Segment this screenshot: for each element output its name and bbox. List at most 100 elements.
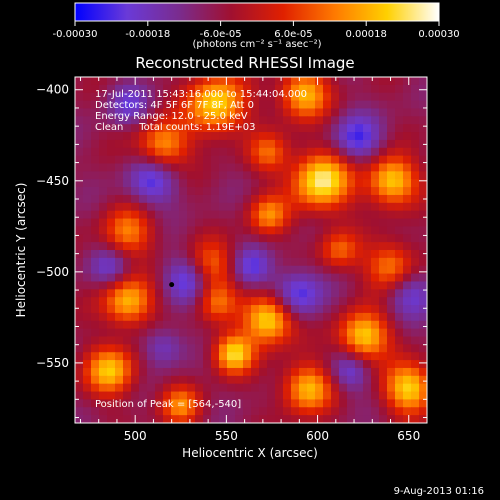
- heatmap-cell: [283, 415, 292, 423]
- heatmap-cell: [371, 273, 380, 283]
- heatmap-cell: [339, 375, 348, 385]
- heatmap-cell: [163, 320, 172, 330]
- heatmap-cell: [203, 116, 212, 125]
- heatmap-cell: [379, 132, 388, 141]
- heatmap-cell: [299, 360, 308, 369]
- heatmap-cell: [83, 352, 92, 361]
- heatmap-cell: [131, 281, 140, 290]
- heatmap-cell: [275, 171, 284, 180]
- heatmap-cell: [331, 194, 340, 204]
- heatmap-cell: [291, 218, 300, 228]
- heatmap-cell: [211, 289, 220, 298]
- heatmap-cell: [179, 265, 188, 275]
- heatmap-cell: [347, 328, 356, 338]
- heatmap-cell: [147, 281, 156, 290]
- heatmap-cell: [99, 226, 108, 235]
- heatmap-cell: [203, 399, 212, 408]
- heatmap-cell: [251, 399, 260, 408]
- colorbar-tick-label: -0.00018: [125, 29, 170, 40]
- heatmap-cell: [227, 391, 236, 401]
- heatmap-cell: [83, 375, 92, 385]
- heatmap-cell: [171, 336, 180, 345]
- heatmap-cell: [371, 391, 380, 401]
- heatmap-cell: [147, 367, 156, 377]
- heatmap-cell: [363, 202, 372, 212]
- heatmap-cell: [275, 399, 284, 408]
- heatmap-cell: [171, 147, 180, 157]
- heatmap-cell: [211, 399, 220, 408]
- heatmap-cell: [307, 305, 316, 314]
- heatmap-cell: [379, 163, 388, 172]
- heatmap-cell: [379, 108, 388, 117]
- heatmap-cell: [147, 194, 156, 204]
- heatmap-cell: [211, 92, 220, 102]
- heatmap-cell: [115, 124, 124, 133]
- heatmap-cell: [107, 257, 116, 267]
- heatmap-cell: [379, 273, 388, 283]
- heatmap-cell: [227, 281, 236, 290]
- heatmap-cell: [339, 218, 348, 228]
- heatmap-cell: [187, 155, 196, 165]
- heatmap-cell: [299, 265, 308, 275]
- heatmap-cell: [355, 187, 364, 196]
- heatmap-cell: [131, 360, 140, 369]
- heatmap-cell: [387, 163, 396, 172]
- heatmap-cell: [107, 92, 116, 102]
- heatmap-cell: [91, 320, 100, 330]
- heatmap-cell: [211, 250, 220, 259]
- heatmap-cell: [83, 336, 92, 345]
- heatmap-cell: [115, 257, 124, 267]
- heatmap-cell: [171, 265, 180, 275]
- heatmap-cell: [347, 281, 356, 290]
- heatmap-cell: [123, 367, 132, 377]
- heatmap-cell: [243, 336, 252, 345]
- heatmap-cell: [355, 360, 364, 369]
- heatmap-cell: [323, 155, 332, 165]
- heatmap-cell: [187, 124, 196, 133]
- heatmap-cell: [411, 139, 420, 149]
- heatmap-cell: [195, 257, 204, 267]
- heatmap-cell: [259, 383, 268, 393]
- heatmap-cell: [323, 139, 332, 149]
- heatmap-cell: [395, 305, 404, 314]
- heatmap-cell: [371, 336, 380, 345]
- heatmap-cell: [155, 320, 164, 330]
- heatmap-cell: [99, 179, 108, 188]
- heatmap-cell: [259, 289, 268, 298]
- heatmap-cell: [411, 352, 420, 361]
- heatmap-cell: [403, 108, 412, 117]
- heatmap-cell: [267, 202, 276, 212]
- heatmap-cell: [83, 407, 92, 416]
- heatmap-cell: [307, 210, 316, 220]
- heatmap-cell: [99, 108, 108, 117]
- heatmap-cell: [291, 242, 300, 251]
- heatmap-cell: [347, 187, 356, 196]
- heatmap-cell: [219, 147, 228, 157]
- heatmap-cell: [363, 124, 372, 133]
- heatmap-cell: [267, 344, 276, 353]
- heatmap-cell: [219, 77, 228, 86]
- heatmap-cell: [203, 375, 212, 385]
- heatmap-cell: [83, 344, 92, 353]
- heatmap-cell: [299, 77, 308, 86]
- heatmap-cell: [155, 163, 164, 172]
- heatmap-cell: [91, 312, 100, 322]
- heatmap-cell: [267, 132, 276, 141]
- heatmap-cell: [155, 360, 164, 369]
- heatmap-cell: [323, 273, 332, 283]
- heatmap-cell: [99, 399, 108, 408]
- heatmap-cell: [147, 336, 156, 345]
- heatmap-cell: [187, 179, 196, 188]
- heatmap-cell: [179, 234, 188, 243]
- x-axis: 500 550 600 650: [79, 77, 428, 443]
- heatmap-cell: [403, 163, 412, 172]
- heatmap-cell: [155, 234, 164, 243]
- heatmap-cell: [227, 407, 236, 416]
- heatmap-cell: [283, 383, 292, 393]
- heatmap-cell: [203, 147, 212, 157]
- heatmap-cell: [403, 100, 412, 110]
- heatmap-cell: [235, 312, 244, 322]
- heatmap-cell: [387, 265, 396, 275]
- heatmap-cell: [211, 415, 220, 423]
- heatmap-cell: [219, 92, 228, 102]
